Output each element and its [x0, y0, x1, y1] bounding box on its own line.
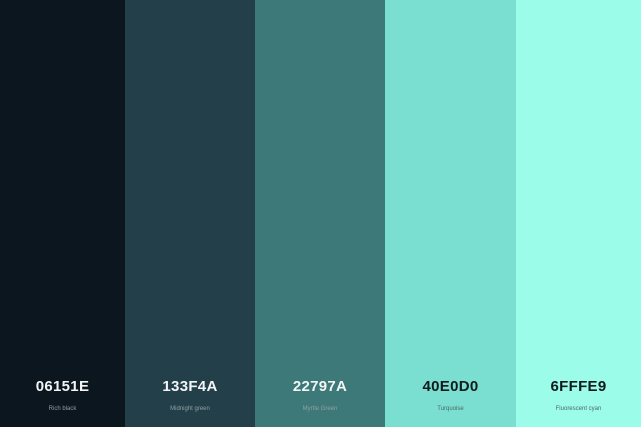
swatch-hex-label: 40E0D0: [422, 378, 479, 395]
swatch-color-name: Turquoise: [437, 406, 464, 412]
swatch-fluorescent-cyan: 6FFFE9 Fluorescent cyan: [516, 0, 641, 427]
swatch-color-name: Rich black: [48, 406, 77, 412]
swatch-hex-label: 22797A: [292, 378, 348, 395]
swatch-color-name: Myrtle Green: [302, 406, 338, 412]
swatch-color-name: Midnight green: [170, 406, 210, 412]
swatch-hex-label: 06151E: [35, 378, 90, 395]
swatch-turquoise: 40E0D0 Turquoise: [385, 0, 516, 427]
swatch-hex-label: 6FFFE9: [550, 378, 607, 395]
swatch-myrtle-green: 22797A Myrtle Green: [255, 0, 385, 427]
swatch-color-name: Fluorescent cyan: [555, 406, 602, 412]
swatch-hex-label: 133F4A: [162, 378, 218, 395]
swatch-midnight-green: 133F4A Midnight green: [125, 0, 255, 427]
swatch-rich-black: 06151E Rich black: [0, 0, 125, 427]
